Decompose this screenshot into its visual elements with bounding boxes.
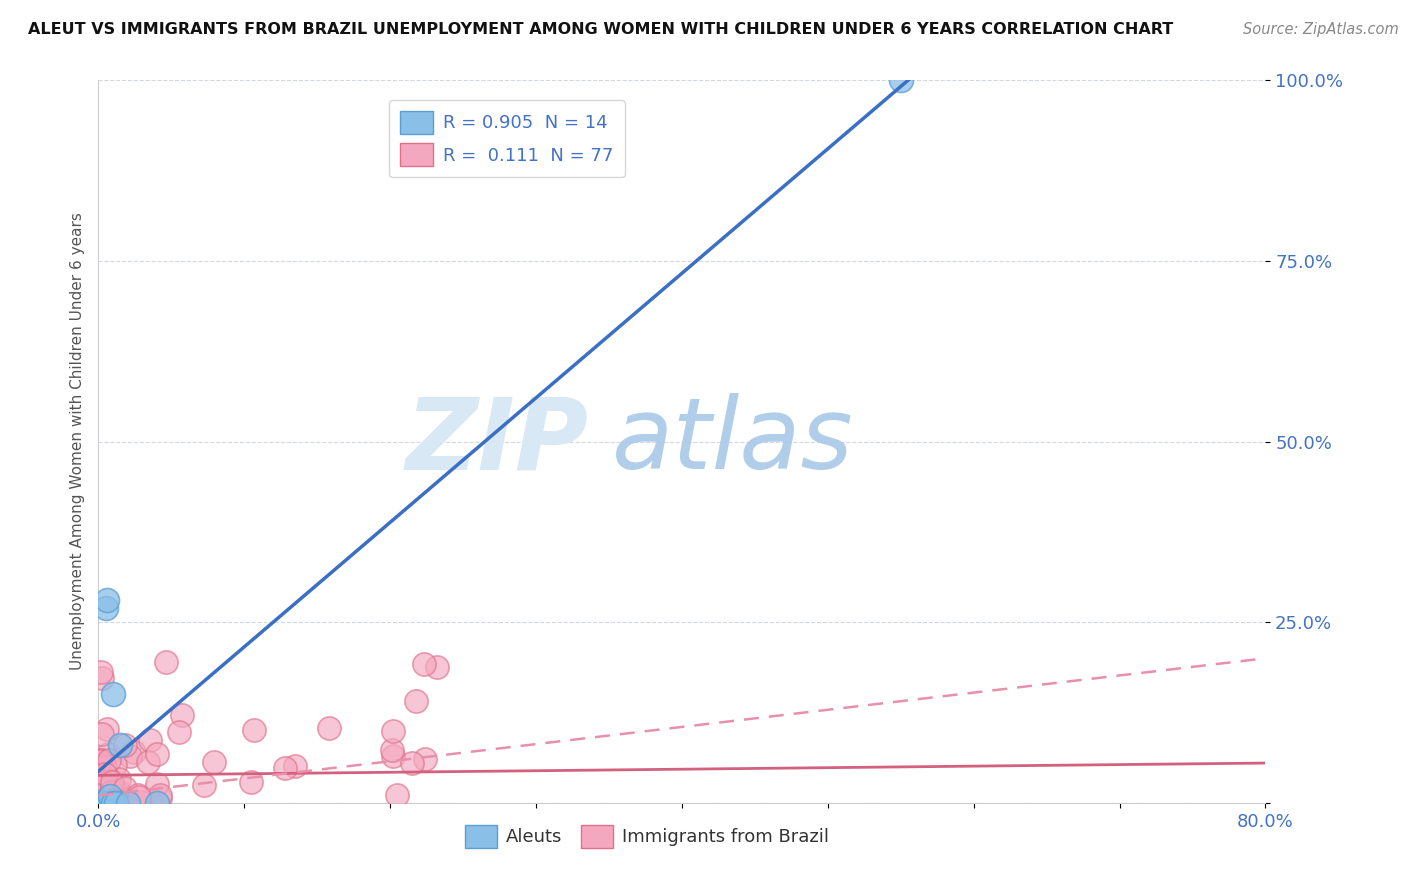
Point: [139, 793, 162, 807]
Point: [89, 766, 111, 780]
Point: [91, 793, 114, 807]
Point: [101, 775, 124, 789]
Point: [129, 795, 152, 809]
Point: [103, 794, 125, 808]
Point: [96, 593, 118, 607]
Point: [94, 789, 117, 804]
Point: [413, 752, 436, 766]
Point: [117, 792, 139, 806]
Point: [104, 796, 127, 810]
Point: [108, 786, 131, 800]
Point: [107, 772, 129, 786]
Point: [148, 788, 170, 802]
Point: [97, 753, 120, 767]
Point: [381, 723, 404, 738]
Point: [273, 761, 295, 775]
Point: [146, 777, 169, 791]
Point: [100, 785, 122, 799]
Point: [104, 758, 127, 772]
Point: [103, 795, 125, 809]
Point: [139, 732, 162, 747]
Y-axis label: Unemployment Among Women with Children Under 6 years: Unemployment Among Women with Children U…: [69, 212, 84, 671]
Point: [98, 789, 121, 803]
Point: [117, 796, 139, 810]
Text: atlas: atlas: [612, 393, 853, 490]
Point: [100, 774, 122, 789]
Point: [170, 707, 193, 722]
Point: [426, 659, 449, 673]
Point: [91, 796, 114, 810]
Point: [114, 780, 136, 795]
Point: [98, 792, 121, 806]
Point: [94, 600, 117, 615]
Point: [94, 760, 117, 774]
Point: [110, 789, 132, 804]
Point: [103, 793, 125, 807]
Point: [90, 758, 112, 772]
Point: [128, 790, 150, 805]
Point: [103, 783, 125, 797]
Point: [89, 787, 111, 801]
Point: [93, 794, 115, 808]
Point: [89, 755, 111, 769]
Point: [94, 766, 117, 780]
Point: [93, 760, 115, 774]
Point: [90, 753, 112, 767]
Point: [90, 776, 112, 790]
Point: [89, 785, 111, 799]
Point: [127, 789, 149, 803]
Point: [90, 781, 112, 796]
Point: [118, 748, 141, 763]
Point: [91, 753, 114, 767]
Legend: Aleuts, Immigrants from Brazil: Aleuts, Immigrants from Brazil: [454, 814, 839, 859]
Point: [100, 784, 122, 798]
Point: [91, 767, 114, 781]
Point: [401, 756, 423, 770]
Point: [146, 747, 169, 761]
Point: [380, 743, 402, 757]
Point: [385, 789, 408, 803]
Point: [169, 725, 191, 739]
Point: [96, 722, 118, 736]
Point: [136, 755, 159, 769]
Point: [91, 727, 114, 741]
Point: [149, 791, 172, 805]
Point: [382, 749, 405, 764]
Point: [96, 783, 118, 797]
Point: [101, 687, 124, 701]
Point: [87, 780, 110, 794]
Point: [90, 671, 112, 685]
Point: [318, 721, 340, 735]
Point: [97, 747, 120, 761]
Point: [193, 779, 215, 793]
Point: [890, 73, 912, 87]
Point: [243, 723, 266, 738]
Point: [155, 656, 177, 670]
Point: [239, 775, 262, 789]
Point: [104, 784, 127, 798]
Point: [100, 796, 122, 810]
Point: [87, 773, 110, 788]
Point: [405, 694, 427, 708]
Point: [284, 759, 307, 773]
Point: [90, 665, 112, 679]
Point: [110, 738, 132, 752]
Point: [101, 796, 124, 810]
Point: [93, 792, 115, 806]
Text: ZIP: ZIP: [405, 393, 589, 490]
Point: [413, 657, 436, 671]
Point: [90, 796, 112, 810]
Point: [146, 796, 169, 810]
Point: [114, 739, 136, 753]
Point: [87, 796, 110, 810]
Point: [93, 796, 115, 810]
Point: [90, 784, 112, 798]
Point: [202, 755, 225, 769]
Text: Source: ZipAtlas.com: Source: ZipAtlas.com: [1243, 22, 1399, 37]
Point: [107, 795, 129, 809]
Point: [122, 745, 145, 759]
Text: ALEUT VS IMMIGRANTS FROM BRAZIL UNEMPLOYMENT AMONG WOMEN WITH CHILDREN UNDER 6 Y: ALEUT VS IMMIGRANTS FROM BRAZIL UNEMPLOY…: [28, 22, 1174, 37]
